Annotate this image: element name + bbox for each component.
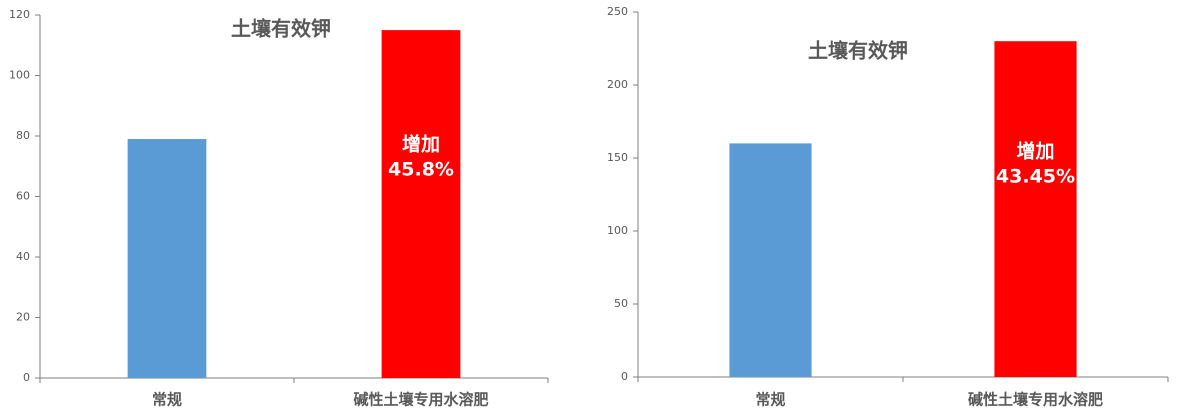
y-tick-label: 0 <box>621 370 628 383</box>
y-tick-label: 100 <box>9 69 30 82</box>
y-tick-label: 0 <box>23 371 30 384</box>
x-tick-label: 常规 <box>152 391 182 409</box>
annotation: 增加 <box>1016 140 1054 163</box>
annotation: 45.8% <box>388 158 454 180</box>
y-tick-label: 250 <box>607 5 628 18</box>
y-tick-label: 50 <box>614 297 628 310</box>
y-tick-label: 120 <box>9 8 30 21</box>
x-tick-label: 碱性土壤专用水溶肥 <box>353 391 488 409</box>
bar <box>381 30 461 378</box>
y-tick-label: 100 <box>607 224 628 237</box>
chart-title: 土壤有效钾 <box>808 39 908 63</box>
x-tick-label: 常规 <box>755 391 785 409</box>
bar <box>729 143 812 377</box>
bar <box>127 139 207 378</box>
y-tick-label: 200 <box>607 78 628 91</box>
chart-title: 土壤有效钾 <box>231 17 331 41</box>
annotation: 43.45% <box>996 166 1075 188</box>
y-tick-label: 150 <box>607 151 628 164</box>
y-tick-label: 40 <box>16 250 30 263</box>
y-tick-label: 60 <box>16 190 30 203</box>
bar <box>994 41 1077 377</box>
y-tick-label: 80 <box>16 129 30 142</box>
y-tick-label: 20 <box>16 311 30 324</box>
x-tick-label: 碱性土壤专用水溶肥 <box>968 391 1103 409</box>
annotation: 增加 <box>402 132 440 155</box>
